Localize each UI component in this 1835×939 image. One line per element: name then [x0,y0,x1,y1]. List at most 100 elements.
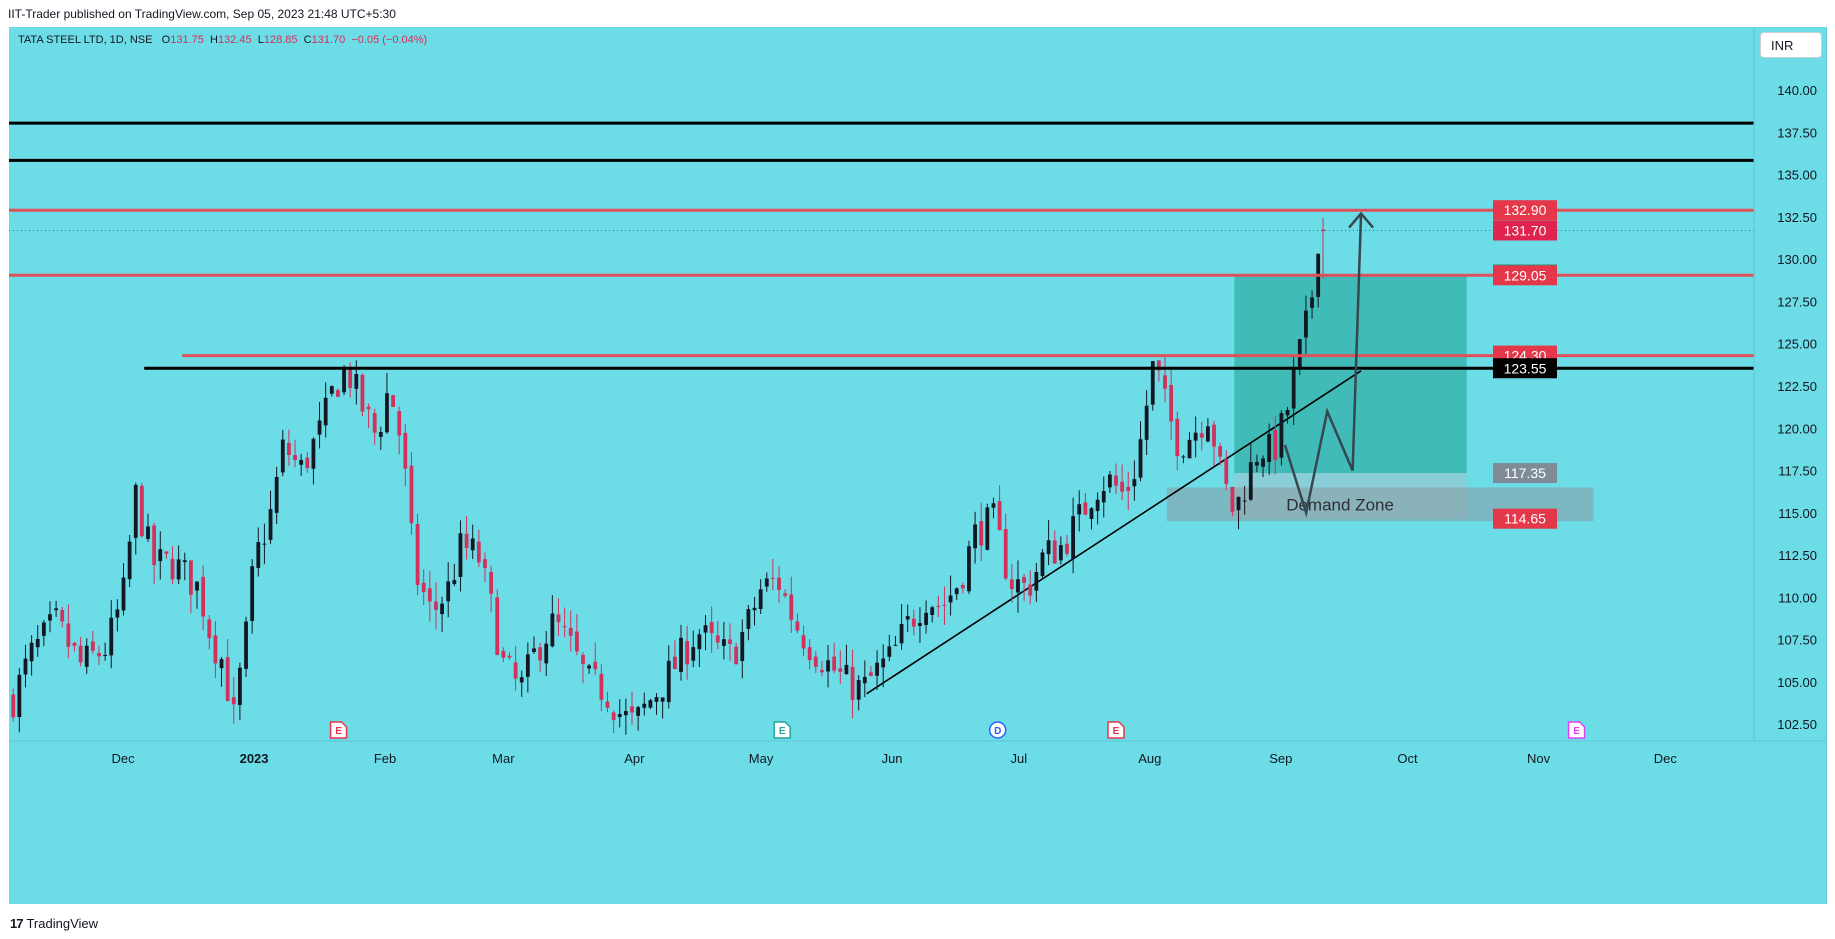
candle-body [869,672,873,676]
candles-layer [11,217,1325,735]
event-marker-2: D [988,721,1007,739]
candle-body [844,664,849,675]
candle-body [1065,543,1069,554]
candle-body [728,639,732,644]
price-tag-129.05 [1493,265,1557,286]
candle-body [997,501,1002,531]
candle-body [434,601,438,610]
candle-body [1175,418,1180,457]
price-tag-131.70 [1493,220,1557,241]
candle-body [1273,429,1278,460]
tradingview-logo: 17 TradingView [10,916,98,931]
candle-body [476,541,481,563]
price-tick-label: 102.50 [1777,717,1817,732]
candle-body [311,438,316,469]
candle-body [427,588,432,602]
candle-body [29,642,34,662]
candle-body [1040,552,1045,577]
time-tick-label: Feb [374,751,396,766]
candle-body [642,703,647,708]
candle-body [244,621,248,669]
time-axis: Dec 2023 Feb Mar Apr May Jun Jul Aug Sep Oct Nov Dec [9,740,1826,766]
high-value: 132.45 [217,34,252,46]
candle-body [287,442,291,456]
footer: 17 TradingView [0,904,1835,939]
candle-body [354,373,359,389]
candle-body [152,525,157,566]
candle-body [764,578,769,587]
candle-body [654,697,659,702]
time-tick-label: Aug [1138,751,1161,766]
zones-layer: Demand Zone [1166,274,1594,522]
chart-area[interactable]: Demand Zone E E D E E 102.50 105.00 107.50 110.… [9,27,1827,904]
candle-body [1193,432,1198,441]
candle-body [11,694,16,718]
candle-body [397,411,402,436]
candle-body [1218,446,1223,457]
candle-body [862,676,867,684]
trendline [866,370,1362,695]
candle-body [954,588,959,595]
event-label: E [779,726,786,737]
candle-body [875,662,879,676]
candle-body [813,656,818,667]
candle-body [146,526,150,539]
earnings-event-icon [329,721,348,739]
event-label: E [335,726,342,737]
candle-body [660,697,665,702]
candle-body [238,667,242,706]
candle-body [715,635,720,643]
currency-button[interactable]: INR [1760,32,1822,58]
candle-body [930,607,935,615]
tradingview-brand: TradingView [26,916,99,931]
candle-body [1083,502,1088,515]
price-tick-label: 127.50 [1777,294,1817,309]
candle-body [41,622,46,636]
candle-body [1126,486,1131,492]
candle-body [905,616,910,620]
candle-body [630,706,634,713]
candle-body [685,641,690,665]
candle-body [470,538,475,551]
candle-body [78,645,83,663]
candle-body [201,576,206,617]
candle-body [1230,486,1235,512]
candle-body [709,622,714,634]
candle-body [317,420,322,435]
candle-body [139,485,144,537]
price-chart[interactable]: Demand Zone E E D E E 102.50 105.00 107.50 110.… [9,27,1826,904]
candle-body [164,551,169,554]
candle-body [605,701,610,708]
candle-body [599,673,604,700]
change-value: −0.05 (−0.04%) [351,34,428,46]
candle-body [1255,462,1259,466]
price-tag-114.65 [1493,508,1557,529]
price-tags-layer: 132.90131.70129.10129.05124.30123.55117.… [1493,200,1557,529]
candle-body [648,700,653,708]
event-marker-3: E [1107,721,1125,739]
price-tag-text: 117.35 [1504,465,1546,481]
price-tick-label: 115.00 [1778,506,1817,521]
candle-body [593,661,598,670]
candle-body [1156,360,1161,371]
time-tick-label: Mar [492,751,515,766]
candle-body [1114,475,1118,486]
candle-body [960,584,965,589]
candle-body [581,654,585,664]
candle-body [783,593,788,596]
candle-body [452,580,457,585]
dividend-event-icon [988,721,1007,739]
candle-body [795,621,800,631]
candle-body [550,613,555,647]
candle-body [213,635,218,664]
time-tick-label: Jun [882,751,903,766]
candle-body [513,662,518,679]
earnings-event-icon [1107,721,1125,739]
candle-body [176,559,181,580]
price-tick-label: 120.00 [1777,421,1817,436]
candle-body [109,617,114,656]
candle-body [967,546,971,592]
candle-body [409,465,414,524]
time-tick-label: Apr [624,751,645,766]
price-tag-117.35 [1493,463,1557,484]
